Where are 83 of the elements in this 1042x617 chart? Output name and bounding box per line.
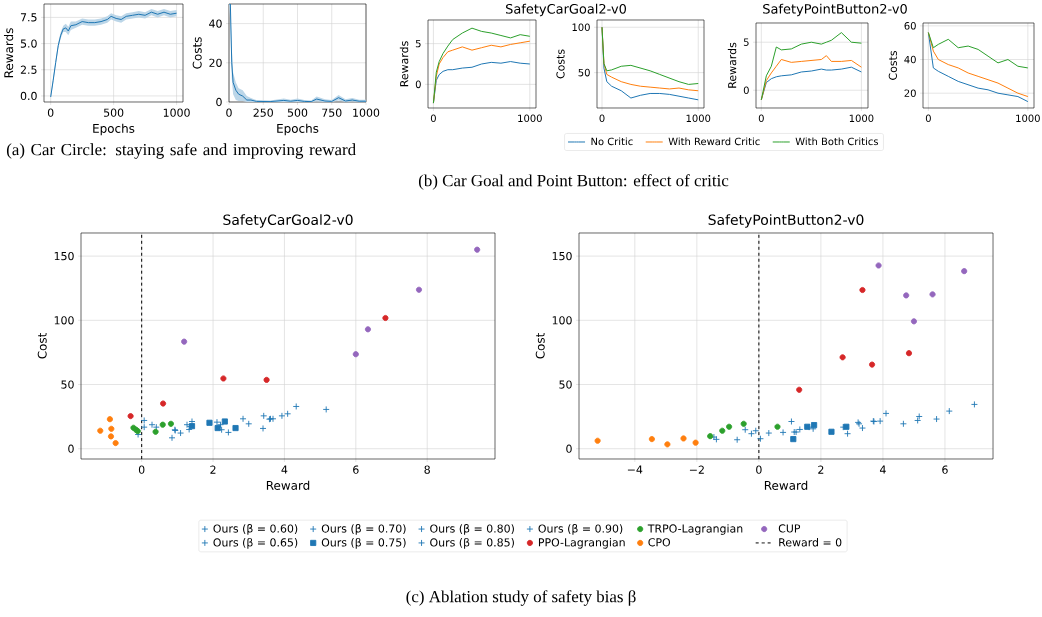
y-tick-label: 0	[68, 444, 74, 453]
chart-title: SafetyCarGoal2-v0	[223, 214, 353, 228]
y-axis-title: Cost	[535, 332, 545, 359]
y-axis-title: Costs	[888, 51, 897, 80]
legend-label: Ours (β = 0.80)	[430, 524, 514, 535]
legend-label: Ours (β = 0.90)	[538, 524, 623, 535]
x-tick-label: 1000	[353, 108, 380, 117]
x-tick-label: 750	[322, 108, 342, 117]
y-tick-label: 5.0	[20, 39, 37, 48]
y-tick-label: 50	[578, 68, 590, 77]
x-tick-label: 2	[818, 465, 824, 474]
y-tick-label: 0	[216, 97, 222, 107]
text: (c) Ablation study of safety bias β	[406, 590, 636, 606]
y-tick-label: 50	[61, 380, 74, 389]
y-axis-title: Rewards	[399, 41, 409, 87]
y-tick-label: 50	[559, 380, 572, 389]
x-tick-label: 1000	[163, 108, 190, 117]
chart-title: SafetyPointButton2-v0	[763, 3, 907, 17]
legend-label: PPO-Lagrangian	[538, 538, 625, 549]
y-tick-label: 100	[552, 316, 572, 325]
y-axis-title: Costs	[556, 49, 565, 79]
legend-label: Ours (β = 0.75)	[321, 538, 406, 549]
x-tick-label: 8	[424, 465, 430, 474]
x-tick-label: 6	[353, 465, 359, 474]
x-tick-label: 2	[210, 465, 216, 474]
y-tick-label: 150	[54, 251, 74, 261]
y-axis-title: Cost	[37, 332, 47, 359]
legend-label: Ours (β = 0.65)	[213, 538, 298, 549]
y-tick-label: 100	[572, 23, 590, 32]
y-tick-label: 20	[209, 58, 222, 67]
y-tick-label: 5	[743, 38, 749, 46]
legend-label: Ours (β = 0.85)	[430, 538, 514, 549]
y-axis-title: Costs	[192, 37, 202, 69]
x-tick-label: 500	[287, 108, 308, 117]
legend-label: Reward = 0	[779, 538, 842, 547]
y-tick-label: 40	[904, 55, 916, 64]
y-tick-label: 20	[904, 89, 916, 97]
x-tick-label: 0	[758, 114, 764, 123]
x-tick-label: 4	[879, 465, 886, 474]
x-tick-label: 500	[104, 108, 124, 117]
y-tick-label: 2.5	[20, 65, 37, 74]
legend-label: CUP	[778, 524, 801, 533]
y-tick-label: 100	[54, 316, 74, 325]
x-tick-label: 1000	[849, 114, 874, 123]
y-axis-title: Rewards	[3, 28, 14, 78]
x-tick-label: 0	[226, 108, 232, 117]
legend-label: With Both Critics	[795, 137, 879, 146]
legend-label: No Critic	[591, 137, 633, 146]
x-tick-label: 4	[281, 465, 288, 474]
x-tick-label: 0	[599, 114, 605, 123]
x-axis-title: Epochs	[277, 123, 319, 136]
legend-label: Ours (β = 0.70)	[321, 524, 406, 535]
legend-label: With Reward Critic	[668, 137, 760, 146]
y-tick-label: 7.5	[20, 13, 37, 22]
x-tick-label: 0	[47, 108, 54, 117]
legend-label: CPO	[648, 538, 671, 547]
x-tick-label: −4	[627, 465, 643, 474]
x-tick-label: 0	[138, 465, 145, 474]
legend-label: Ours (β = 0.60)	[213, 524, 298, 535]
x-tick-label: 1000	[1016, 114, 1040, 123]
y-tick-label: 0	[566, 444, 572, 453]
x-axis-title: Reward	[764, 480, 808, 490]
x-axis-title: Epochs	[93, 123, 135, 136]
y-tick-label: 5	[415, 39, 421, 48]
y-axis-title: Rewards	[727, 42, 737, 88]
y-tick-label: 60	[904, 22, 916, 30]
x-tick-label: 0	[756, 465, 762, 474]
y-tick-label: 150	[552, 251, 572, 261]
x-tick-label: 250	[253, 108, 273, 117]
x-tick-label: 0	[925, 114, 931, 123]
x-tick-label: 1000	[518, 114, 542, 123]
legend-label: TRPO-Lagrangian	[647, 524, 743, 535]
x-tick-label: 0	[430, 114, 436, 123]
y-tick-label: 40	[209, 19, 222, 28]
y-tick-label: 0.0	[20, 91, 37, 101]
chart-title: SafetyPointButton2-v0	[708, 214, 864, 228]
text: SafetyCarGoal2-v0	[506, 3, 627, 17]
text: (b) Car Goal and Point Button: effect of critic	[418, 174, 729, 190]
x-tick-label: 1000	[686, 114, 711, 123]
x-tick-label: −2	[689, 465, 704, 474]
x-axis-title: Reward	[266, 480, 310, 490]
x-tick-label: 6	[942, 465, 948, 474]
text: (a) Car Circle: staying safe and improving reward	[6, 143, 356, 159]
